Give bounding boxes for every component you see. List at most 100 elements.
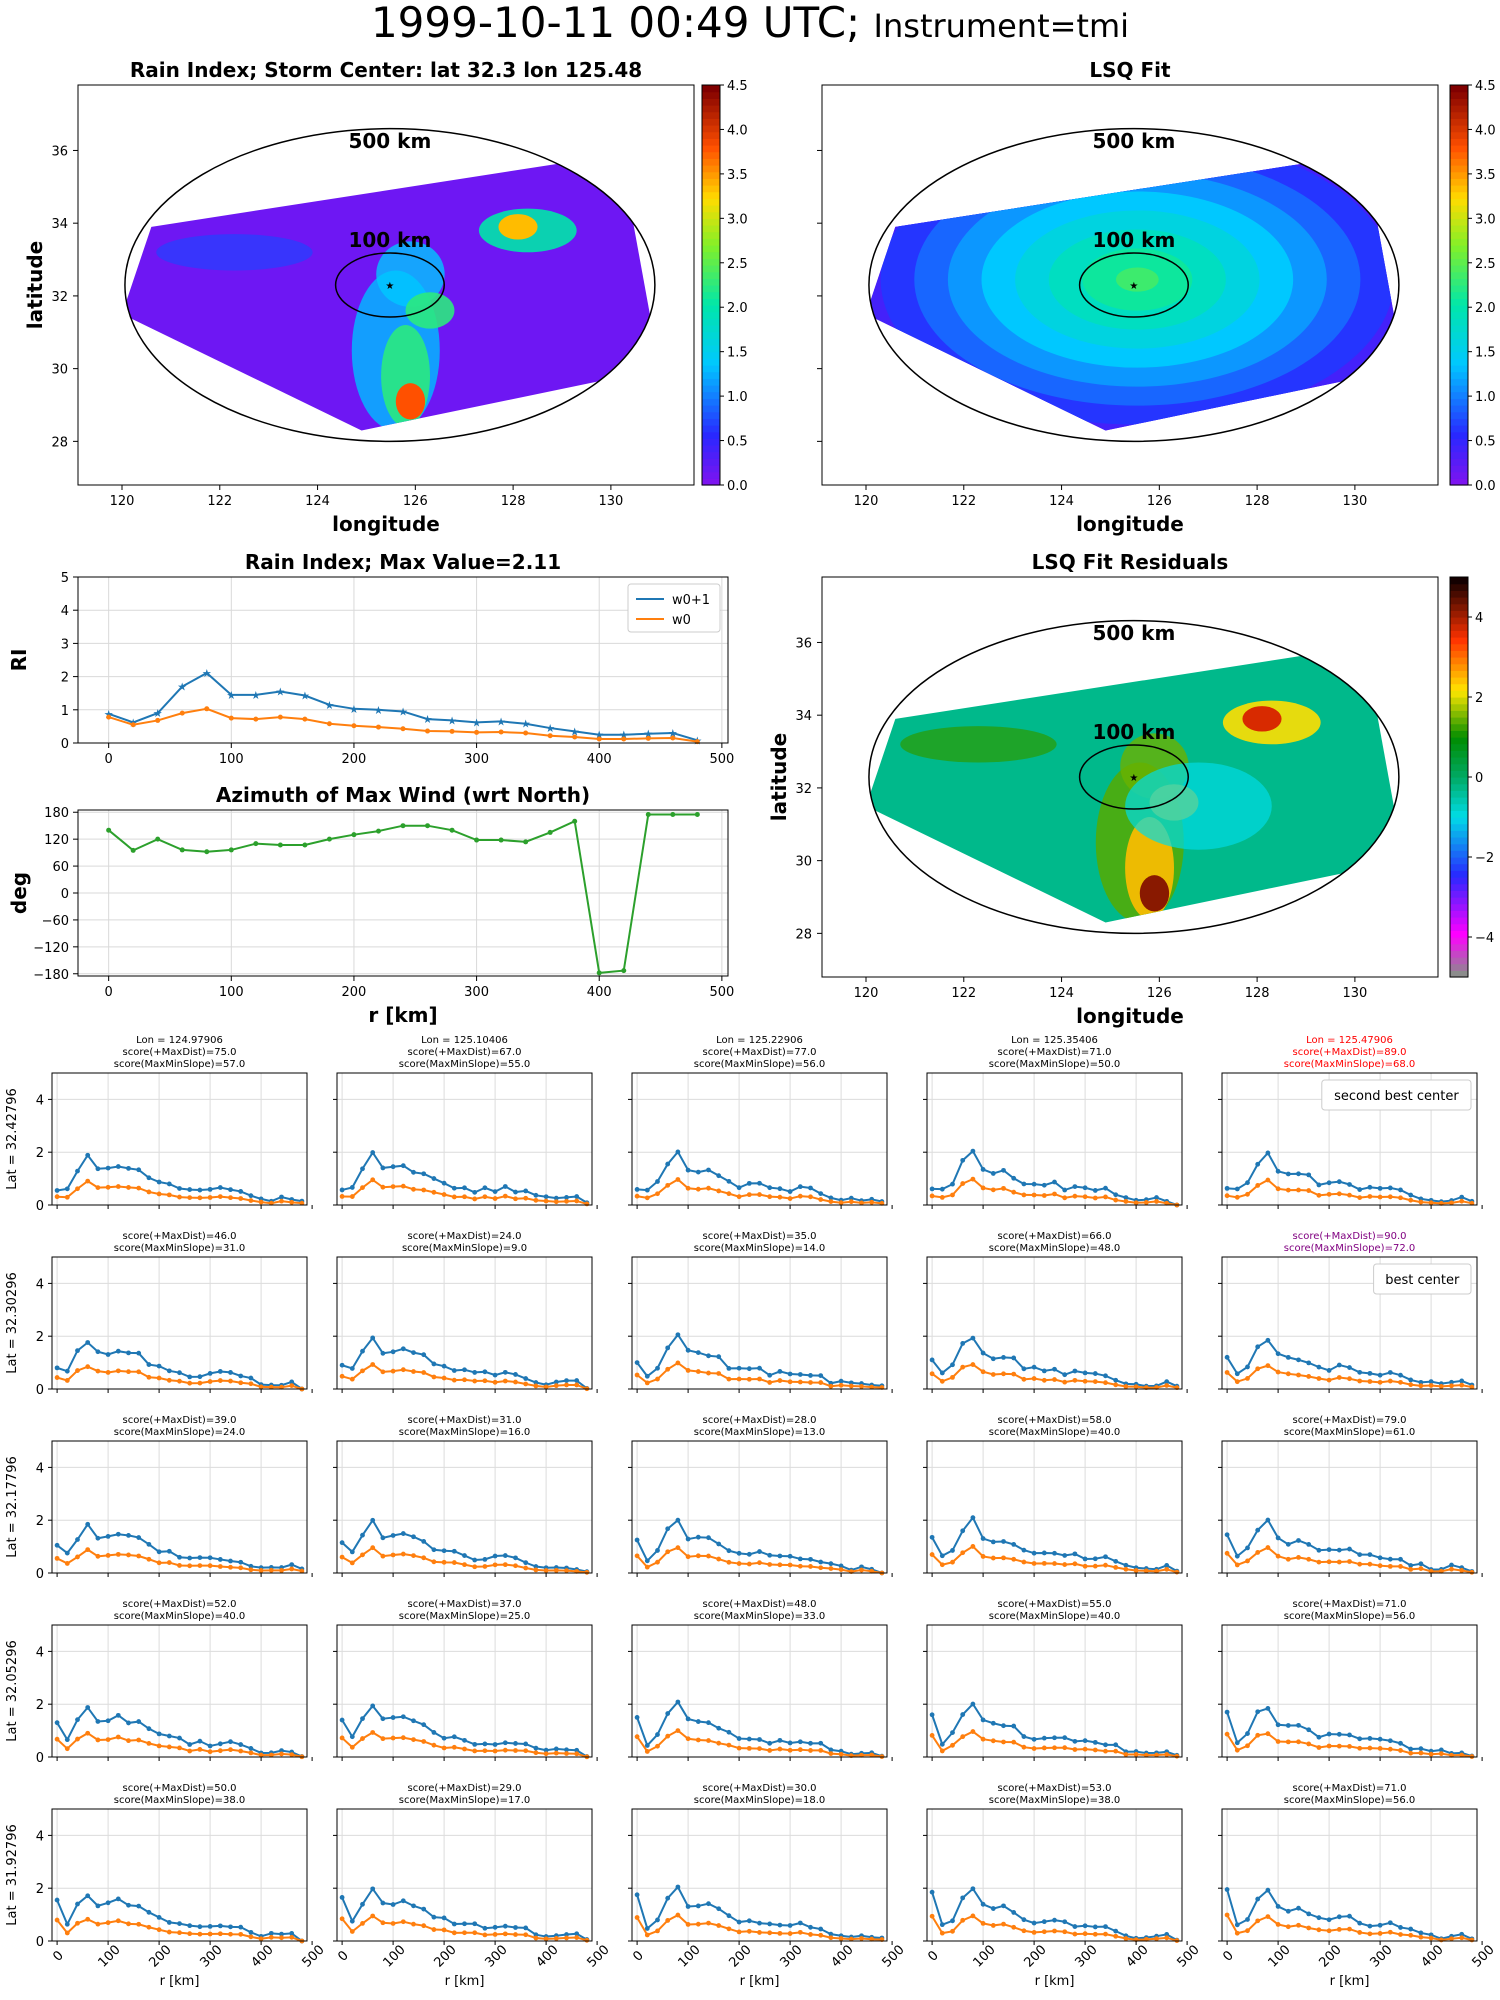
subplot-point (655, 1365, 660, 1371)
fit-colorbar-step (1450, 465, 1468, 473)
subplot-point (1113, 1742, 1119, 1748)
subplot-point (126, 1720, 131, 1726)
subplot-point (716, 1906, 722, 1912)
subplot-note: best center (1385, 1273, 1460, 1288)
resid-colorbar-step (1450, 830, 1468, 838)
subplot-point (1174, 1753, 1180, 1759)
fit-colorbar-step (1450, 145, 1468, 153)
rain-ring-100 (334, 252, 445, 318)
subplot-point (156, 1179, 162, 1185)
subplot-point (1357, 1552, 1363, 1557)
subplot-point (1377, 1746, 1383, 1751)
ri-point (228, 715, 234, 721)
subplot-point (360, 1166, 365, 1172)
subplot-title-line: score(+MaxDist)=75.0 (123, 1047, 237, 1058)
subplot-point (533, 1383, 539, 1389)
subplot-point (634, 1187, 640, 1192)
subplot-point (675, 1360, 681, 1366)
subplot-point (85, 1705, 91, 1710)
subplot-point (1326, 1917, 1332, 1923)
subplot-xtick-label: 500 (1175, 1942, 1203, 1970)
rain-colorbar-step (702, 258, 720, 266)
rain-colorbar-step (702, 171, 720, 179)
fit-colorbar-step (1450, 118, 1468, 126)
subplot-point (421, 1739, 427, 1744)
subplot-title-line: score(+MaxDist)=67.0 (408, 1047, 522, 1058)
fit-colorbar-step (1450, 425, 1468, 433)
subplot-point (462, 1367, 467, 1373)
subplot-point (177, 1563, 182, 1568)
ri-point: ★ (104, 708, 114, 721)
subplot-point (85, 1893, 91, 1899)
ri-point (253, 716, 259, 722)
subplot-title-line: score(+MaxDist)=53.0 (998, 1783, 1112, 1794)
subplot-point (1123, 1199, 1129, 1204)
subplot-point (1336, 1559, 1342, 1565)
fit-ring-100-label: 100 km (1092, 228, 1175, 252)
subplot-point (543, 1194, 549, 1200)
subplot-point (533, 1745, 539, 1751)
rain-colorbar-label: 1.5 (727, 346, 748, 361)
subplot-point (675, 1728, 681, 1733)
subplot-point (1367, 1745, 1373, 1751)
subplot-point (1052, 1745, 1057, 1751)
subplot-point (258, 1936, 264, 1942)
subplot-point (1316, 1559, 1322, 1565)
subplot-point (675, 1699, 681, 1705)
subplot-point (1285, 1354, 1291, 1360)
subplot-point (462, 1185, 467, 1191)
subplot-title-line: score(MaxMinSlope)=68.0 (1284, 1059, 1415, 1070)
subplot-point (808, 1194, 813, 1200)
subplot-point (665, 1366, 671, 1372)
subplot-point (238, 1196, 244, 1201)
subplot-point (1347, 1744, 1352, 1749)
subplot-point (1408, 1566, 1414, 1572)
subplot-point (1459, 1568, 1465, 1573)
subplot-point (1316, 1364, 1322, 1370)
subplot-point (95, 1368, 101, 1374)
subplot-title-line: score(MaxMinSlope)=56.0 (1284, 1611, 1415, 1622)
subplot-point (1367, 1561, 1373, 1567)
subplot-point (513, 1748, 518, 1753)
subplot-point (1459, 1752, 1465, 1758)
subplot-series-line (342, 1178, 588, 1205)
subplot-point (990, 1906, 996, 1911)
subplot-point (299, 1568, 305, 1574)
subplot-point (980, 1167, 986, 1172)
subplot-point (1174, 1569, 1180, 1575)
ri-point (351, 723, 357, 729)
subplot-point (217, 1748, 223, 1754)
subplot-point (655, 1548, 660, 1553)
resid-colorbar-step (1450, 823, 1468, 831)
subplot-point (695, 1903, 701, 1909)
subplot-point (400, 1183, 406, 1189)
subplot-point (248, 1198, 254, 1203)
subplot-point (726, 1178, 732, 1184)
subplot-point (187, 1563, 193, 1569)
subplot-point (1011, 1924, 1017, 1930)
subplot-point (777, 1194, 783, 1200)
subplot-point (472, 1921, 478, 1927)
rain-colorbar-step (702, 145, 720, 153)
subplot-title-line: score(MaxMinSlope)=18.0 (694, 1795, 825, 1806)
subplot-point (929, 1534, 935, 1540)
ri-point (621, 736, 627, 742)
fit-frame (821, 84, 1439, 486)
subplot-point (1449, 1383, 1454, 1389)
az-point (253, 841, 259, 847)
subplot-point (767, 1748, 773, 1753)
subplot-point (502, 1740, 508, 1746)
subplot-point (695, 1169, 701, 1175)
subplot-point (726, 1376, 732, 1382)
subplot-title-line: score(MaxMinSlope)=13.0 (694, 1427, 825, 1438)
resid-ytick-label: 30 (795, 855, 812, 870)
rain-colorbar-step (702, 465, 720, 473)
subplot-point (217, 1378, 223, 1383)
subplot-point (859, 1936, 864, 1941)
subplot-point (970, 1913, 976, 1919)
fit-colorbar-step (1450, 171, 1468, 179)
rain-colorbar-label: 1.0 (727, 390, 748, 405)
subplot-point (85, 1730, 91, 1736)
resid-band-negative (1125, 762, 1272, 850)
